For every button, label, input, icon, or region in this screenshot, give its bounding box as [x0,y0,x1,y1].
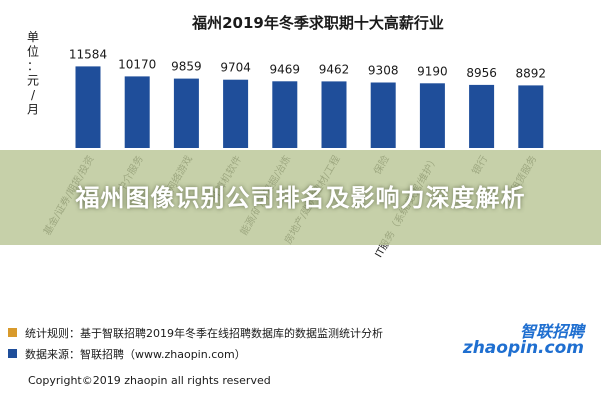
bar [321,81,347,148]
value-label: 9859 [171,60,202,74]
value-label: 9308 [368,64,399,78]
data-source-text: 数据来源：智联招聘（www.zhaopin.com） [25,347,246,361]
bar [272,81,298,148]
value-label: 11584 [69,47,107,61]
logo-en-text: zhaopin.com [462,338,584,358]
bar [173,78,199,148]
logo-cn-text: 智联招聘 [519,322,584,341]
bar [518,85,544,148]
zhaopin-logo: 智联招聘 zhaopin.com [463,318,590,366]
chart-title: 福州2019年冬季求职期十大高薪行业 [191,14,444,32]
footer-notes: 统计规则：基于智联招聘2019年冬季在线招聘数据库的数据监测统计分析 数据来源：… [8,322,593,364]
value-label: 9190 [417,64,448,78]
bar [75,66,101,148]
value-label: 9704 [220,61,251,75]
bar [370,82,396,148]
stats-rule-text: 统计规则：基于智联招聘2019年冬季在线招聘数据库的数据监测统计分析 [25,326,383,340]
bar [124,76,150,148]
value-label: 10170 [118,57,156,71]
gold-square-icon [8,328,17,337]
value-label: 8956 [466,66,497,80]
note-row-stats-rule: 统计规则：基于智联招聘2019年冬季在线招聘数据库的数据监测统计分析 [8,322,593,343]
value-label: 9469 [270,62,301,76]
value-label: 9462 [319,62,350,76]
bar [419,83,445,148]
overlay-banner: 福州图像识别公司排名及影响力深度解析 [0,150,601,245]
value-label: 8892 [516,66,547,80]
y-axis-label: 单位：元/月 [27,30,39,117]
bar [223,79,249,148]
bar [469,84,495,148]
note-row-data-source: 数据来源：智联招聘（www.zhaopin.com） [8,343,593,364]
blue-square-icon [8,349,17,358]
overlay-title: 福州图像识别公司排名及影响力深度解析 [75,183,526,212]
copyright-text: Copyright©2019 zhaopin all rights reserv… [28,374,271,387]
